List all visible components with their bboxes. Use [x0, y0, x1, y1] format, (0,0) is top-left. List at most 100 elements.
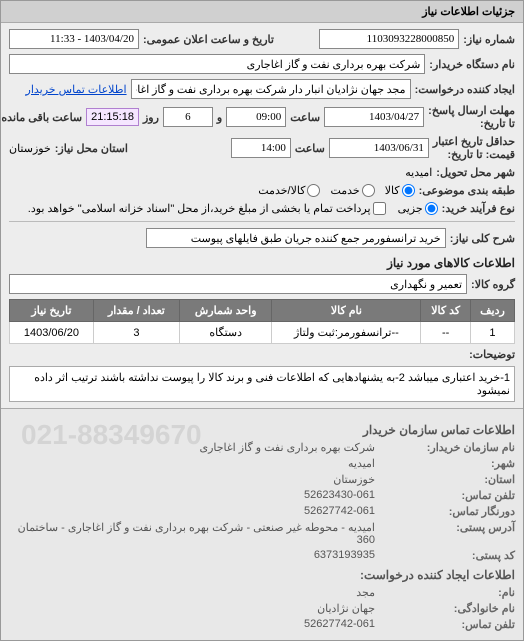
fax-value: 52627742-061	[304, 505, 375, 518]
request-creator-label: ایجاد کننده درخواست:	[415, 83, 515, 96]
contact-fax-row: دورنگار تماس: 52627742-061	[9, 505, 515, 518]
contact-city-row: شهر: امیدیه	[9, 457, 515, 470]
need-number-label: شماره نیاز:	[463, 33, 515, 46]
requester-phone-value: 52627742-061	[304, 618, 375, 631]
th-name: نام کالا	[272, 300, 421, 322]
remaining-time: 21:15:18	[86, 108, 139, 126]
price-to-label: قیمت: تا تاریخ:	[433, 148, 515, 161]
row-need-title: شرح کلی نیاز:	[9, 228, 515, 248]
goods-group-input[interactable]	[9, 274, 467, 294]
requester-family-label: نام خانوادگی:	[375, 602, 515, 615]
remaining-label: ساعت باقی مانده	[1, 111, 82, 124]
row-delivery-city: شهر محل تحویل: امیدیه	[9, 166, 515, 179]
org-name-label: نام سازمان خریدار:	[375, 441, 515, 454]
postal-address-label: آدرس پستی:	[375, 521, 515, 546]
postal-code-label: کد پستی:	[375, 549, 515, 562]
td-qty: 3	[93, 322, 179, 344]
goods-group-label: گروه کالا:	[471, 278, 515, 291]
th-date: تاریخ نیاز	[10, 300, 94, 322]
row-request-creator: ایجاد کننده درخواست: اطلاعات تماس خریدار	[9, 79, 515, 99]
row-need-number: شماره نیاز: تاریخ و ساعت اعلان عمومی:	[9, 29, 515, 49]
category-label: طبقه بندی موضوعی:	[419, 184, 515, 197]
to-date-label: تا تاریخ:	[428, 117, 515, 130]
contact-org-row: نام سازمان خریدار: شرکت بهره برداری نفت …	[9, 441, 515, 454]
price-date-input[interactable]	[329, 138, 429, 158]
contact-postal-row: کد پستی: 6373193935	[9, 549, 515, 562]
row-goods-group: گروه کالا:	[9, 274, 515, 294]
radio-service-label[interactable]: خدمت	[330, 184, 374, 197]
phone-label: تلفن تماس:	[375, 489, 515, 502]
announce-datetime-input[interactable]	[9, 29, 139, 49]
process-note-checkbox[interactable]	[373, 202, 386, 215]
goods-info-title: اطلاعات کالاهای مورد نیاز	[9, 256, 515, 270]
response-deadline-label: مهلت ارسال پاسخ:	[428, 104, 515, 117]
price-time-input[interactable]	[231, 138, 291, 158]
radio-goods-service-text: کالا/خدمت	[258, 184, 305, 197]
requester-family-value: جهان نژادیان	[317, 602, 375, 615]
process-type-label: نوع فرآیند خرید:	[442, 202, 515, 215]
days-input[interactable]	[163, 107, 213, 127]
need-title-label: شرح کلی نیاز:	[450, 232, 515, 245]
th-row: ردیف	[470, 300, 514, 322]
radio-all-text: کالا	[385, 184, 400, 197]
need-province-label: استان محل نیاز:	[55, 142, 128, 155]
need-title-input[interactable]	[146, 228, 446, 248]
need-province-value: خوزستان	[9, 142, 51, 155]
city-value: امیدیه	[348, 457, 375, 470]
time-label-2: ساعت	[295, 142, 325, 155]
radio-partial[interactable]	[425, 202, 438, 215]
table-header-row: ردیف کد کالا نام کالا واحد شمارش تعداد /…	[10, 300, 515, 322]
contact-section: 021-88349670 اطلاعات تماس سازمان خریدار …	[1, 408, 523, 640]
postal-code-value: 6373193935	[314, 549, 375, 562]
process-note-checkbox-label[interactable]: پرداخت تمام یا بخشی از مبلغ خرید،از محل …	[28, 202, 386, 215]
radio-goods-service[interactable]	[307, 184, 320, 197]
requester-name-label: نام:	[375, 586, 515, 599]
buyer-device-input[interactable]	[9, 54, 425, 74]
radio-all[interactable]	[402, 184, 415, 197]
requester-name-row: نام: مجد	[9, 586, 515, 599]
city-label: شهر:	[375, 457, 515, 470]
postal-address-value: امیدیه - محوطه غیر صنعتی - شرکت بهره برد…	[9, 521, 375, 546]
buyer-contact-link[interactable]: اطلاعات تماس خریدار	[26, 83, 127, 96]
main-panel: جزئیات اطلاعات نیاز شماره نیاز: تاریخ و …	[0, 0, 524, 641]
th-code: کد کالا	[421, 300, 471, 322]
response-time-input[interactable]	[226, 107, 286, 127]
phone-value: 52623430-061	[304, 489, 375, 502]
contact-phone-row: تلفن تماس: 52623430-061	[9, 489, 515, 502]
radio-partial-label[interactable]: جزیی	[398, 202, 438, 215]
days-label: روز	[143, 111, 159, 124]
row-category: طبقه بندی موضوعی: کالا خدمت کالا/خدمت	[9, 184, 515, 197]
price-validity-label: حداقل تاریخ اعتبار	[433, 135, 515, 148]
requester-family-row: نام خانوادگی: جهان نژادیان	[9, 602, 515, 615]
td-unit: دستگاه	[180, 322, 272, 344]
buyer-device-label: نام دستگاه خریدار:	[429, 58, 515, 71]
process-note-text: پرداخت تمام یا بخشی از مبلغ خرید،از محل …	[28, 202, 371, 215]
contact-address-row: آدرس پستی: امیدیه - محوطه غیر صنعتی - شر…	[9, 521, 515, 546]
notes-box: 1-خرید اعتباری میباشد 2-به یشنهادهایی که…	[9, 366, 515, 402]
row-notes: توضیحات:	[9, 348, 515, 361]
radio-service[interactable]	[362, 184, 375, 197]
need-number-input[interactable]	[319, 29, 459, 49]
td-row: 1	[470, 322, 514, 344]
response-date-input[interactable]	[324, 107, 424, 127]
td-date: 1403/06/20	[10, 322, 94, 344]
category-radio-group: کالا خدمت کالا/خدمت	[250, 184, 414, 197]
delivery-city-label: شهر محل تحویل:	[436, 166, 515, 179]
radio-service-text: خدمت	[330, 184, 359, 197]
contact-title: اطلاعات تماس سازمان خریدار	[9, 423, 515, 437]
fax-label: دورنگار تماس:	[375, 505, 515, 518]
th-unit: واحد شمارش	[180, 300, 272, 322]
province-value: خوزستان	[333, 473, 375, 486]
td-code: --	[421, 322, 471, 344]
request-creator-input[interactable]	[131, 79, 411, 99]
delivery-city-value: امیدیه	[405, 166, 432, 179]
contact-province-row: استان: خوزستان	[9, 473, 515, 486]
th-qty: تعداد / مقدار	[93, 300, 179, 322]
radio-all-label[interactable]: کالا	[385, 184, 415, 197]
radio-goods-service-label[interactable]: کالا/خدمت	[258, 184, 320, 197]
td-name: --ترانسفورمر:ثبت ولتاژ	[272, 322, 421, 344]
notes-label: توضیحات:	[469, 348, 515, 361]
requester-phone-label: تلفن تماس:	[375, 618, 515, 631]
and-label: و	[217, 111, 222, 124]
panel-body: شماره نیاز: تاریخ و ساعت اعلان عمومی: نا…	[1, 23, 523, 408]
